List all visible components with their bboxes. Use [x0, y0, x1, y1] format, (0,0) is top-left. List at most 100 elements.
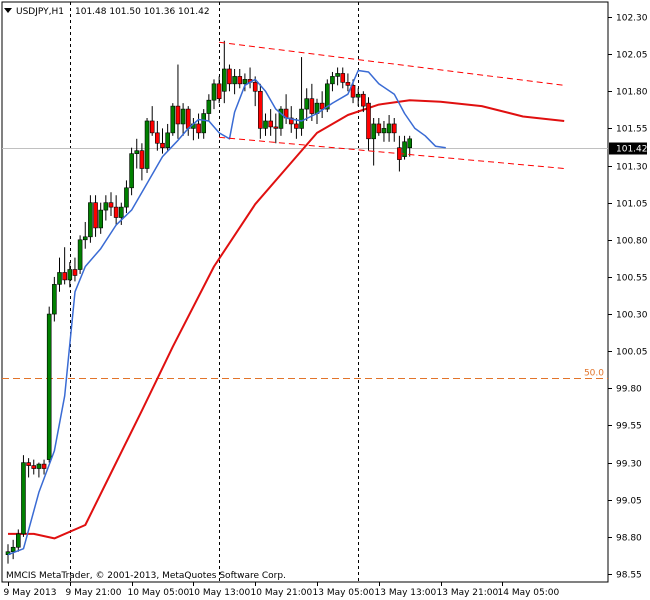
candle [139, 143, 145, 181]
candle-body [324, 83, 330, 110]
candle [355, 88, 361, 107]
candle-body [288, 117, 294, 125]
candle-body [41, 463, 47, 469]
current-price-badge-bg [609, 142, 647, 155]
candle [129, 147, 134, 196]
channel-upper-line [219, 41, 565, 86]
candle-body [407, 138, 413, 149]
candle [67, 262, 73, 288]
candle [402, 135, 407, 160]
candle [31, 459, 37, 475]
candle-body [46, 313, 52, 460]
candle [381, 120, 387, 142]
candle-body [268, 120, 273, 128]
candle [237, 68, 243, 89]
candle-body [206, 99, 212, 114]
candle [330, 71, 335, 92]
candle-body [113, 206, 119, 218]
candle [201, 109, 206, 139]
y-tick-label: 101.30 [616, 163, 648, 173]
candle-body [129, 153, 134, 189]
ma-slow [8, 99, 565, 540]
candle-body [185, 108, 191, 129]
candle [98, 202, 103, 234]
candle [103, 195, 109, 221]
candle-body [299, 108, 304, 129]
y-tick-label: 98.80 [616, 534, 642, 544]
candle [57, 257, 62, 292]
candle [304, 88, 310, 121]
candle [340, 67, 346, 89]
candle-body [381, 128, 387, 134]
candle [299, 57, 304, 136]
candle [41, 459, 47, 475]
candle [376, 118, 382, 136]
candle-body [294, 123, 299, 129]
candle-body [155, 132, 160, 144]
candle [232, 68, 237, 95]
ma-slow-line [8, 99, 565, 540]
candle-body [67, 269, 73, 281]
candle-body [376, 123, 382, 134]
candle-body [98, 209, 103, 229]
candle-body [330, 76, 335, 85]
time-axis: 9 May 2013 9 May 21:00 10 May 05:00 10 May … [4, 582, 559, 598]
candle-body [216, 83, 222, 99]
candle-body [196, 123, 201, 134]
current-price-badge-label: 101.42 [616, 145, 648, 155]
candle [371, 118, 376, 166]
candle [108, 192, 114, 217]
y-tick-label: 99.80 [616, 385, 642, 395]
candle [124, 180, 129, 214]
candle [46, 306, 52, 463]
y-tick-label: 99.55 [616, 422, 642, 432]
candle-body [62, 272, 67, 281]
y-tick-label: 101.55 [616, 125, 648, 135]
candle-body [57, 272, 62, 285]
x-tick-label: 10 May 13:00 [189, 588, 251, 598]
candle [144, 118, 150, 173]
candle [345, 73, 351, 92]
candle [170, 103, 176, 136]
candle-body [278, 108, 284, 129]
candle-body [304, 98, 310, 110]
candle [10, 539, 16, 560]
candle-body [319, 102, 325, 110]
current-price-badge: 101.42 [609, 142, 648, 155]
candle-body [386, 123, 392, 134]
candle [222, 40, 227, 104]
candle [175, 64, 181, 139]
candle [72, 257, 78, 282]
trend-channel [219, 41, 565, 170]
price-axis: 102.30 102.05 101.80 101.55 101.30 101.05 100.… [608, 14, 648, 581]
candle [252, 76, 258, 107]
candle-body [72, 269, 78, 276]
candle-body [227, 68, 232, 85]
candle-body [211, 83, 217, 101]
candle-body [340, 73, 346, 83]
plot-area [1, 1, 609, 583]
candle-body [10, 546, 16, 553]
y-tick-label: 102.30 [616, 14, 648, 24]
candle-body [180, 108, 186, 125]
x-tick-label: 13 May 13:00 [375, 588, 437, 598]
candle-body [263, 120, 268, 129]
candle-body [15, 533, 21, 548]
candle-body [93, 202, 98, 229]
chart-menu-triangle-icon[interactable] [4, 8, 12, 13]
candle-body [21, 462, 26, 535]
candle-body [222, 68, 227, 92]
y-tick-label: 99.30 [616, 460, 642, 470]
candle [165, 123, 170, 151]
candle-body [366, 102, 371, 140]
candle-body [402, 141, 407, 157]
candle [93, 195, 98, 237]
ma-fast [7, 69, 446, 556]
candle-body [371, 123, 376, 140]
candle [366, 97, 371, 151]
candle [196, 113, 201, 139]
candle [36, 462, 42, 478]
candle [273, 113, 279, 144]
y-tick-label: 101.05 [616, 200, 648, 210]
